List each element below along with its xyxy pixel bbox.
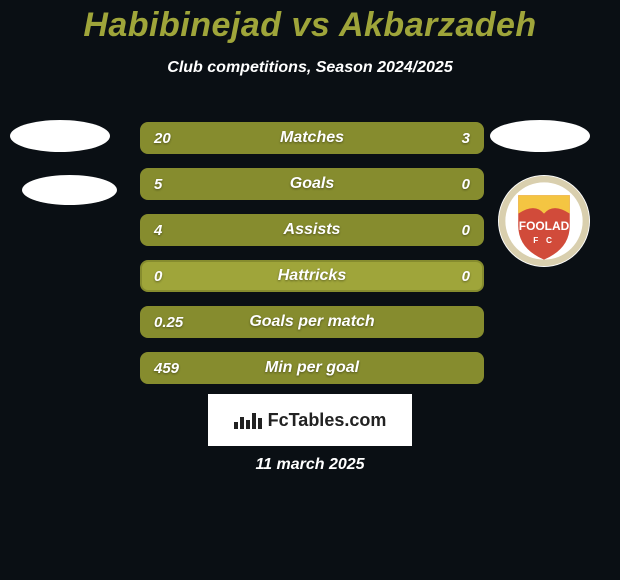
stat-row: 50Goals xyxy=(140,168,484,200)
badge-subtext: F C xyxy=(533,236,555,245)
stat-label: Hattricks xyxy=(142,262,482,290)
bar-chart-icon xyxy=(234,411,262,429)
comparison-infographic: Habibinejad vs Akbarzadeh Club competiti… xyxy=(0,0,620,580)
page-title: Habibinejad vs Akbarzadeh xyxy=(0,0,620,45)
stat-bars: 203Matches 50Goals 40Assists 00Hattricks 0.2… xyxy=(140,122,484,398)
stat-row: 0.25Goals per match xyxy=(140,306,484,338)
stat-label: Min per goal xyxy=(142,354,482,382)
stat-row: 459Min per goal xyxy=(140,352,484,384)
date-text: 11 march 2025 xyxy=(0,456,620,474)
stat-row: 203Matches xyxy=(140,122,484,154)
stat-row: 00Hattricks xyxy=(140,260,484,292)
player-left-avatar-1 xyxy=(10,120,110,152)
stat-label: Goals per match xyxy=(142,308,482,336)
brand-text: FcTables.com xyxy=(268,410,387,431)
shield-icon: FOOLAD F C xyxy=(498,175,590,267)
stat-label: Goals xyxy=(142,170,482,198)
page-subtitle: Club competitions, Season 2024/2025 xyxy=(0,59,620,77)
club-badge-foolad: FOOLAD F C xyxy=(498,175,590,267)
stat-label: Assists xyxy=(142,216,482,244)
player-right-avatar-1 xyxy=(490,120,590,152)
stat-row: 40Assists xyxy=(140,214,484,246)
badge-text: FOOLAD xyxy=(519,219,570,233)
player-left-avatar-2 xyxy=(22,175,117,205)
brand-box: FcTables.com xyxy=(208,394,412,446)
stat-label: Matches xyxy=(142,124,482,152)
